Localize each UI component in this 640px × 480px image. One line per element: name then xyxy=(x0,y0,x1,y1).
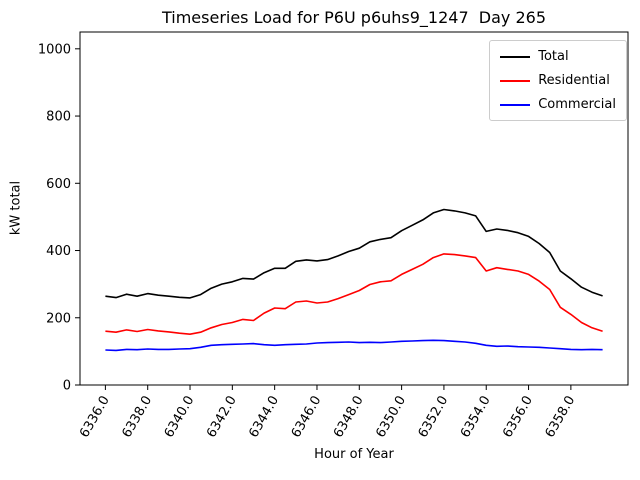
x-tick-label: 6338.0 xyxy=(119,394,155,441)
x-ticks: 6336.0 6338.0 6340.0 6342.0 6344.0 6346.0 6348… xyxy=(77,385,578,440)
chart-title: Timeseries Load for P6U p6uhs9_1247 Day … xyxy=(161,8,547,27)
legend-label-total: Total xyxy=(538,49,569,64)
x-tick-label: 6342.0 xyxy=(204,394,240,441)
x-tick-label: 6336.0 xyxy=(77,394,113,441)
y-tick-label: 1000 xyxy=(38,42,71,57)
legend-line-residential xyxy=(500,79,531,82)
series-commercial-line xyxy=(105,339,603,352)
x-tick-label: 6340.0 xyxy=(162,394,198,441)
y-tick-label: 400 xyxy=(46,244,71,259)
legend: Total Residential Commercial xyxy=(489,40,627,121)
legend-line-total xyxy=(500,55,531,58)
x-tick-label: 6344.0 xyxy=(246,394,282,441)
legend-item-total: Total xyxy=(500,49,616,64)
y-ticks: 0 200 400 600 800 1000 xyxy=(38,42,80,394)
series-residential-line xyxy=(105,253,603,336)
legend-line-commercial xyxy=(500,103,531,106)
x-tick-label: 6358.0 xyxy=(543,394,579,441)
plot-frame xyxy=(79,31,629,386)
y-tick-label: 0 xyxy=(63,379,71,394)
series-total-line xyxy=(105,208,603,299)
x-tick-label: 6350.0 xyxy=(373,394,409,441)
legend-item-commercial: Commercial xyxy=(500,97,616,112)
x-tick-label: 6352.0 xyxy=(416,394,452,441)
y-tick-label: 600 xyxy=(46,177,71,192)
x-axis-label: Hour of Year xyxy=(314,447,394,462)
x-tick-label: 6346.0 xyxy=(289,394,325,441)
legend-label-commercial: Commercial xyxy=(538,97,616,112)
x-tick-label: 6356.0 xyxy=(500,394,536,441)
legend-label-residential: Residential xyxy=(538,73,610,88)
x-tick-label: 6354.0 xyxy=(458,394,494,441)
y-axis-label: kW total xyxy=(8,180,24,236)
y-tick-label: 800 xyxy=(46,110,71,125)
y-tick-label: 200 xyxy=(46,311,71,326)
x-tick-label: 6348.0 xyxy=(331,394,367,441)
legend-item-residential: Residential xyxy=(500,73,616,88)
